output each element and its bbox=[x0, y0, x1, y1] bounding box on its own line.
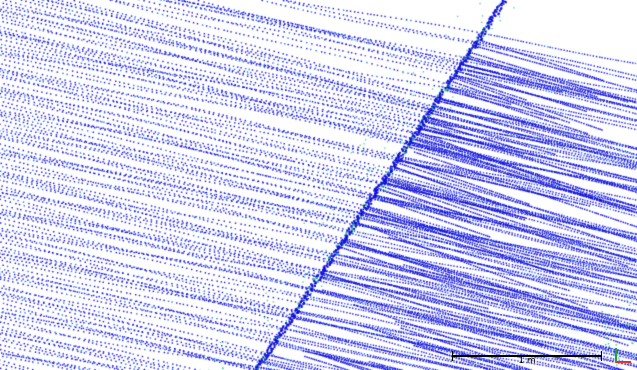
scale-bar-tick-left bbox=[452, 351, 453, 361]
scale-bar: 1 m bbox=[452, 349, 602, 366]
scale-bar-label: 1 m bbox=[518, 356, 536, 366]
axis-triad-icon bbox=[615, 348, 631, 363]
scale-bar-line bbox=[452, 355, 602, 357]
scale-bar-tick-right bbox=[601, 351, 602, 361]
